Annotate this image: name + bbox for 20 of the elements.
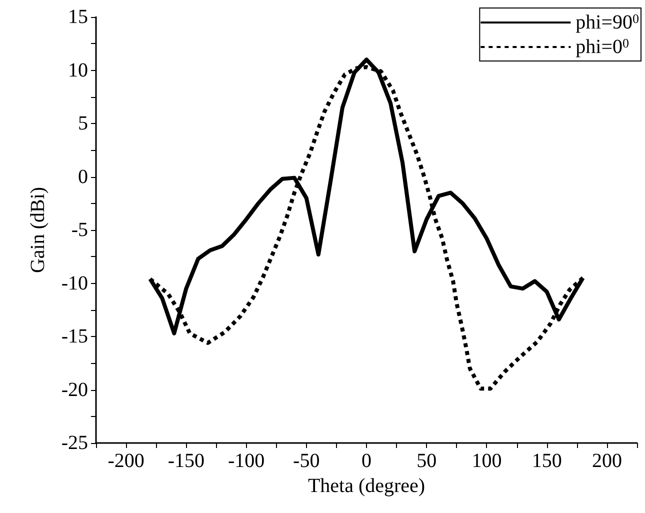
- x-tick-label: 0: [362, 450, 372, 472]
- y-tick-label: 0: [78, 166, 88, 188]
- y-tick-label: -5: [71, 219, 88, 241]
- x-tick-label: -50: [293, 450, 320, 472]
- x-tick-label: 100: [472, 450, 502, 472]
- x-tick-label: 150: [532, 450, 562, 472]
- y-tick-label: 10: [68, 59, 88, 82]
- y-tick-label: -25: [61, 432, 88, 454]
- y-axis-title: Gain (dBi): [27, 186, 49, 274]
- x-tick-label: 200: [592, 450, 622, 472]
- y-tick-label: -20: [61, 378, 88, 401]
- x-tick-label: -150: [168, 450, 205, 472]
- x-tick-label: 50: [416, 450, 437, 472]
- x-axis-title: Theta (degree): [308, 474, 426, 497]
- y-tick-label: -10: [61, 272, 88, 294]
- y-tick-label: 15: [68, 6, 88, 28]
- x-tick-label: -200: [108, 450, 144, 472]
- y-tick-label: -15: [61, 326, 88, 348]
- x-tick-label: -100: [228, 450, 265, 472]
- y-tick-label: 5: [78, 112, 88, 134]
